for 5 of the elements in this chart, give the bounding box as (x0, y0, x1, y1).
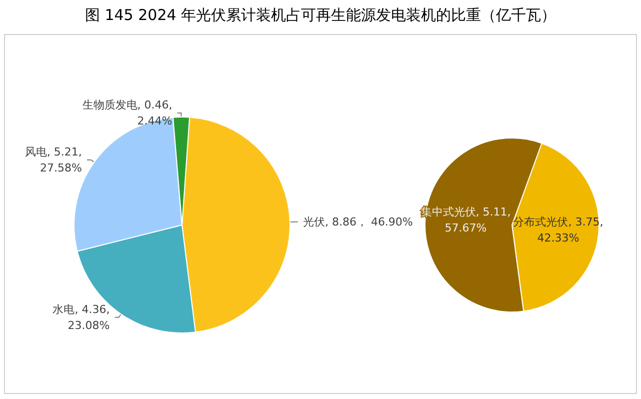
chart-title: 图 145 2024 年光伏累计装机占可再生能源发电装机的比重（亿千瓦） (84, 6, 556, 24)
slice-label: 水电, 4.36, 23.08% (52, 302, 110, 332)
slice-label: 风电, 5.21, 27.58% (24, 145, 82, 174)
slice-label: 光伏, 8.86， 46.90% (302, 215, 413, 228)
slice-label: 生物质发电, 0.46, 2.44% (82, 98, 172, 128)
